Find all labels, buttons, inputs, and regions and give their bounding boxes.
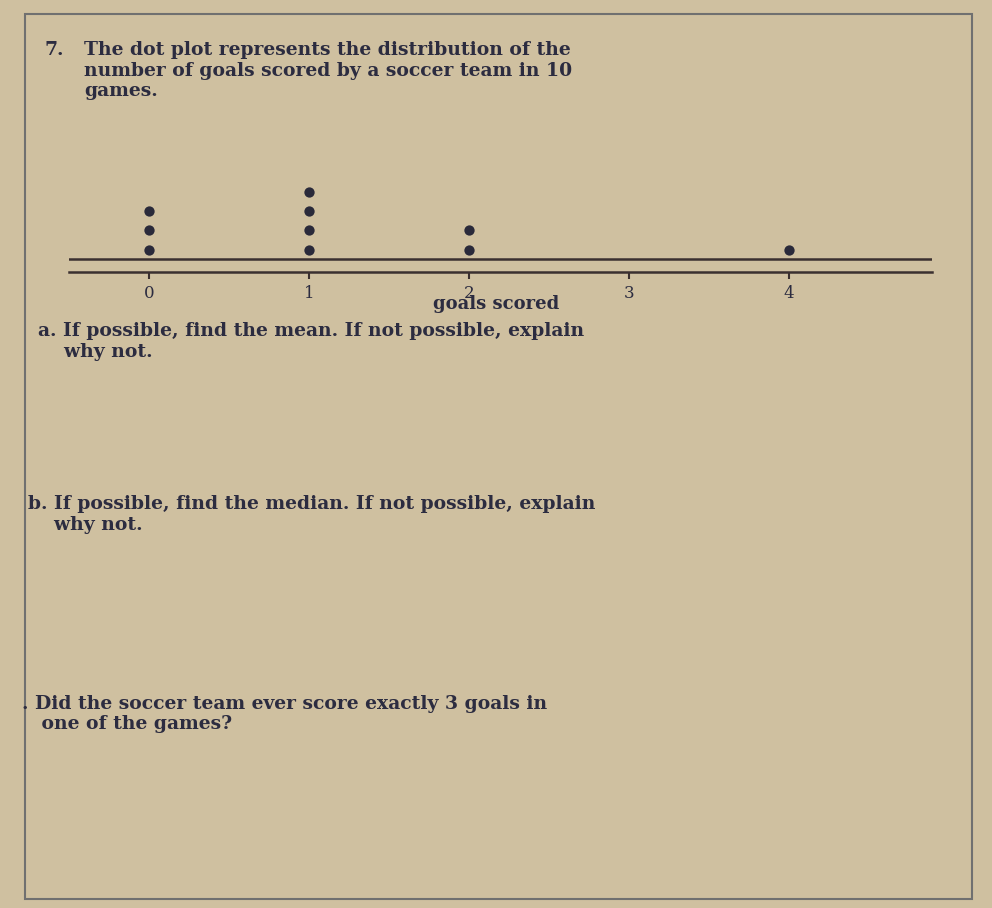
Text: a. If possible, find the mean. If not possible, explain
    why not.: a. If possible, find the mean. If not po…: [38, 322, 584, 361]
Point: [142, 242, 158, 257]
Text: goals scored: goals scored: [433, 295, 559, 313]
Point: [302, 204, 317, 219]
Point: [461, 223, 477, 238]
Point: [781, 242, 797, 257]
Point: [302, 184, 317, 199]
Text: b. If possible, find the median. If not possible, explain
    why not.: b. If possible, find the median. If not …: [28, 495, 595, 534]
Text: 7.: 7.: [45, 41, 64, 59]
Point: [302, 223, 317, 238]
Point: [142, 223, 158, 238]
Text: . Did the soccer team ever score exactly 3 goals in
   one of the games?: . Did the soccer team ever score exactly…: [22, 695, 547, 734]
Point: [142, 204, 158, 219]
Point: [302, 242, 317, 257]
Point: [461, 242, 477, 257]
Text: The dot plot represents the distribution of the
number of goals scored by a socc: The dot plot represents the distribution…: [84, 41, 572, 101]
